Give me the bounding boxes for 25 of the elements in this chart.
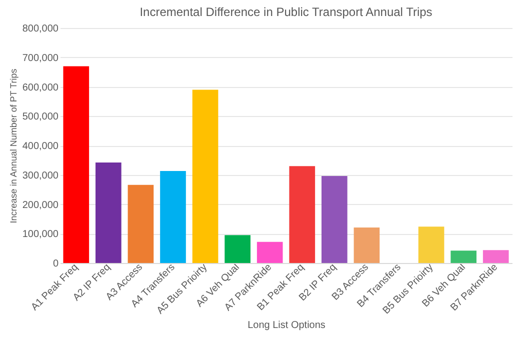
bar — [322, 176, 348, 263]
chart-title: Incremental Difference in Public Transport Annual Trips — [140, 5, 432, 19]
y-tick-label: 200,000 — [22, 200, 59, 211]
y-tick-label: 400,000 — [22, 141, 59, 152]
y-tick-label: 0 — [52, 258, 59, 270]
bar — [256, 242, 283, 263]
y-tick-label: 800,000 — [22, 24, 59, 34]
bar — [96, 162, 122, 263]
y-tick-label: 500,000 — [22, 112, 59, 123]
bar — [289, 166, 316, 263]
y-tick-label: 700,000 — [22, 52, 59, 64]
bar — [450, 250, 476, 263]
y-tick-label: 100,000 — [22, 229, 59, 240]
x-axis-title: Long List Options — [248, 320, 326, 331]
bar — [160, 171, 186, 263]
bar — [128, 184, 154, 263]
bar — [354, 227, 380, 263]
y-axis-title: Increase in Annual Number of PT Trips — [8, 68, 18, 224]
bar — [192, 90, 218, 263]
bar — [418, 226, 444, 263]
y-tick-label: 600,000 — [22, 82, 59, 94]
bar — [482, 250, 509, 263]
bar — [224, 235, 250, 263]
y-tick-label: 300,000 — [22, 170, 59, 182]
bar — [63, 66, 90, 263]
